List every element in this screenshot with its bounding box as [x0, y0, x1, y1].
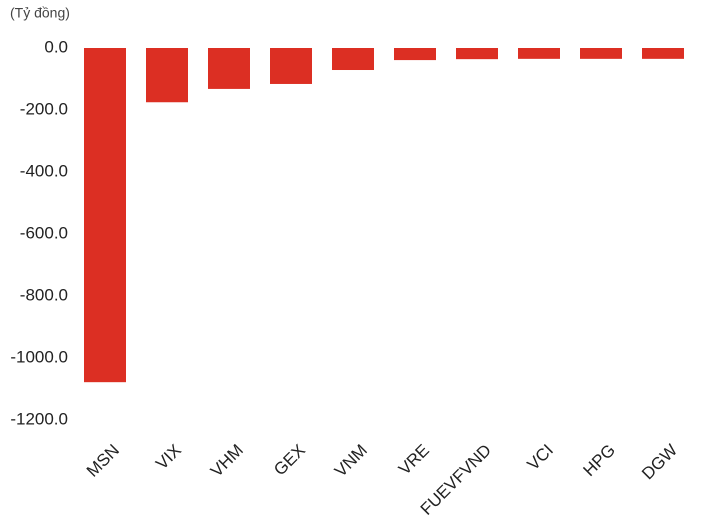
- bar: [208, 48, 250, 89]
- unit-label: (Tỷ đồng): [10, 5, 70, 21]
- bar: [332, 48, 374, 71]
- bar: [394, 48, 436, 61]
- bar: [642, 48, 684, 59]
- y-tick-label: -1200.0: [10, 409, 68, 428]
- x-tick-label: DGW: [638, 441, 681, 484]
- x-tick-label: HPG: [580, 441, 619, 480]
- y-tick-label: -600.0: [20, 223, 68, 242]
- bar: [580, 48, 622, 59]
- y-tick-label: -1000.0: [10, 347, 68, 366]
- x-tick-label: VNM: [331, 441, 371, 481]
- bar: [270, 48, 312, 84]
- y-tick-label: -400.0: [20, 161, 68, 180]
- y-tick-label: -800.0: [20, 285, 68, 304]
- x-tick-label: VRE: [395, 441, 433, 479]
- x-tick-label: VHM: [207, 441, 247, 481]
- x-tick-label: VCI: [524, 441, 557, 474]
- y-tick-label: -200.0: [20, 99, 68, 118]
- y-tick-label: 0.0: [44, 37, 68, 56]
- bar: [84, 48, 126, 383]
- x-tick-label: GEX: [270, 441, 309, 480]
- bar: [518, 48, 560, 59]
- x-tick-label: VIX: [152, 441, 185, 474]
- x-tick-label: MSN: [83, 441, 123, 481]
- bar: [456, 48, 498, 60]
- bar: [146, 48, 188, 103]
